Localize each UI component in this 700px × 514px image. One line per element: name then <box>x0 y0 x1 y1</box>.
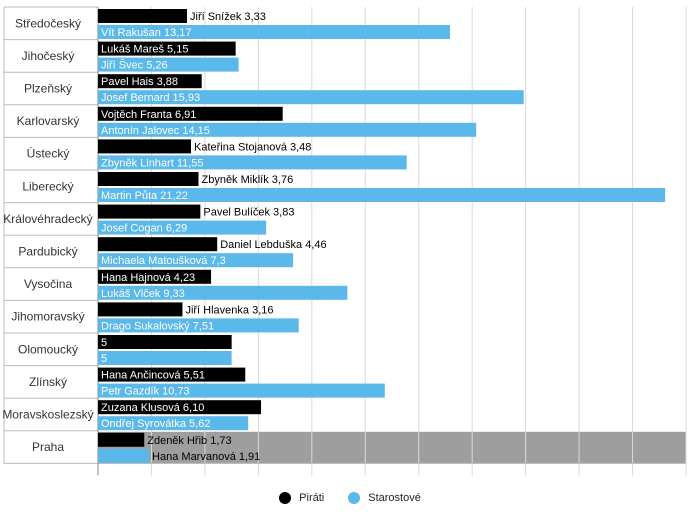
legend-label-starostove: Starostové <box>368 492 421 504</box>
category-label: Moravskoslezský <box>2 408 93 422</box>
data-label: 5 <box>101 353 107 365</box>
data-label: Michaela Matoušková 7,3 <box>101 255 226 267</box>
bar-pirati <box>98 41 236 56</box>
category-label: Vysočina <box>24 277 73 291</box>
data-label: Josef Bernard 15,93 <box>101 92 200 104</box>
legend-item-pirati: Piráti <box>279 492 324 504</box>
data-label: Martin Půta 21,22 <box>101 190 188 202</box>
data-label: Josef Cogan 6,29 <box>101 223 187 235</box>
bar-pirati <box>98 74 202 89</box>
data-label: Drago Sukalovský 7,51 <box>101 320 214 332</box>
bar-starostove <box>98 351 232 365</box>
bar-starostove <box>98 416 249 431</box>
data-label: 5 <box>101 337 107 349</box>
legend-swatch-pirati <box>279 492 292 504</box>
bar-starostove <box>98 90 524 105</box>
data-label: Petr Gazdík 10,73 <box>101 386 190 398</box>
bar-pirati <box>98 400 262 415</box>
category-label: Pardubický <box>18 245 77 259</box>
data-label: Jiří Švec 5,26 <box>101 59 168 72</box>
bar-starostove <box>98 318 299 333</box>
bar-pirati <box>98 172 199 186</box>
bar-starostove <box>98 188 666 202</box>
bar-starostove <box>98 155 407 170</box>
data-label: Zuzana Klusová 6,10 <box>101 402 204 414</box>
bar-pirati <box>98 269 212 284</box>
bar-starostove <box>98 383 385 398</box>
category-label: Jihočeský <box>22 49 75 63</box>
data-label: Zbyněk Miklík 3,76 <box>201 174 293 186</box>
data-label: Hana Ančincová 5,51 <box>101 370 205 382</box>
category-label: Ústecký <box>27 146 70 161</box>
data-label: Pavel Hais 3,88 <box>101 76 178 88</box>
legend-item-starostove: Starostové <box>348 492 421 504</box>
bar-starostove <box>98 25 450 39</box>
bar-pirati <box>98 9 188 23</box>
data-label: Ondřej Syrovátka 5,62 <box>101 418 210 430</box>
data-label: Pavel Bulíček 3,83 <box>203 207 294 219</box>
data-label: Jiří Snížek 3,33 <box>190 11 266 23</box>
category-label: Olomoucký <box>18 342 78 356</box>
category-label: Zlínský <box>29 375 67 389</box>
data-label: Zbyněk Linhart 11,55 <box>101 157 204 169</box>
category-label: Karlovarský <box>17 114 80 128</box>
bar-pirati <box>98 302 183 317</box>
category-label: Středočeský <box>15 16 81 30</box>
highlight-row-bg <box>98 431 686 464</box>
bar-starostove <box>98 285 348 300</box>
data-label: Hana Marvanová 1,91 <box>152 451 260 463</box>
data-label: Antonín Jalovec 14,15 <box>101 125 210 137</box>
bar-starostove <box>98 57 239 72</box>
data-label: Zdeněk Hřib 1,73 <box>147 435 231 447</box>
category-label: Plzeňský <box>24 82 72 96</box>
category-label: Liberecký <box>22 179 73 193</box>
bar-pirati <box>98 237 218 252</box>
bar-starostove <box>98 253 294 268</box>
bar-pirati <box>98 139 192 154</box>
data-label: Vojtěch Franta 6,91 <box>101 109 196 121</box>
bar-pirati <box>98 432 145 447</box>
data-label: Lukáš Vlček 9,33 <box>101 288 185 300</box>
data-label: Daniel Lebduška 4,46 <box>220 239 326 251</box>
bar-pirati <box>98 204 201 219</box>
category-label: Královéhradecký <box>3 212 92 226</box>
category-label: Jihomoravský <box>11 310 84 324</box>
bar-starostove <box>98 448 150 463</box>
legend-label-pirati: Piráti <box>299 492 325 504</box>
data-label: Hana Hajnová 4,23 <box>101 272 195 284</box>
bar-pirati <box>98 335 232 349</box>
data-label: Lukáš Mareš 5,15 <box>101 44 188 56</box>
legend-swatch-starostove <box>348 492 361 504</box>
bar-starostove <box>98 122 477 137</box>
data-label: Kateřina Stojanová 3,48 <box>194 141 311 153</box>
bar-starostove <box>98 220 267 235</box>
data-label: Vít Rakušan 13,17 <box>101 27 192 39</box>
bar-pirati <box>98 106 283 121</box>
bar-pirati <box>98 367 246 382</box>
data-label: Jiří Hlavenka 3,16 <box>185 304 273 316</box>
legend: Piráti Starostové <box>0 488 700 508</box>
category-label: Praha <box>32 440 64 454</box>
